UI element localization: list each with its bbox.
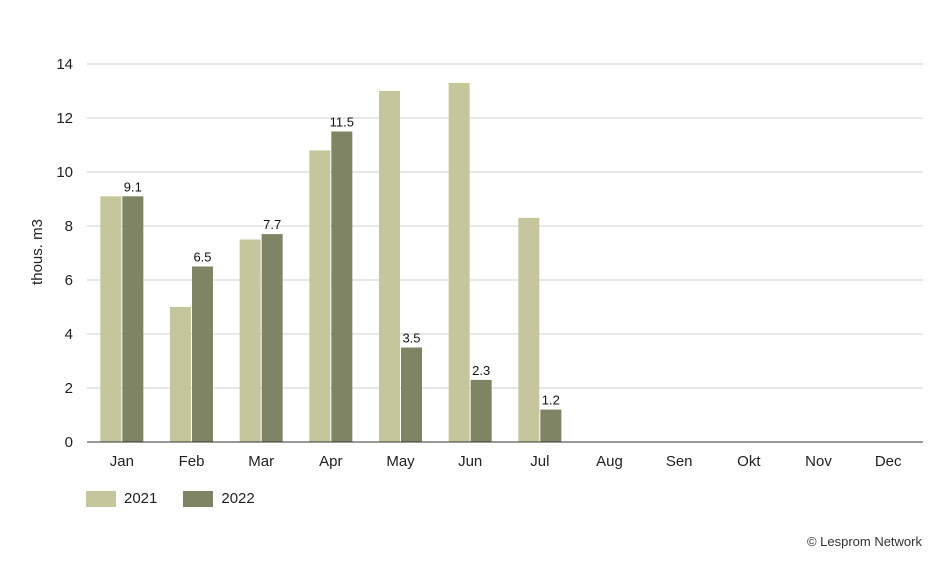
data-label-2022-may: 3.5 [402, 331, 420, 346]
bar-chart: 0 2 4 6 8 10 12 14 thous. m3 9.1 6.5 7.7 11.5 3.5 2.… [29, 56, 923, 470]
x-tick-label-aug: Aug [596, 453, 623, 470]
legend-label-2021: 2021 [124, 490, 158, 507]
y-tick-label-4: 4 [65, 326, 73, 343]
x-tick-label-jun: Jun [458, 453, 482, 470]
bar-2022-apr [331, 131, 353, 442]
x-tick-label-feb: Feb [179, 453, 205, 470]
bar-2021-feb [170, 307, 191, 442]
x-tick-label-nov: Nov [805, 453, 832, 470]
x-tick-label-mar: Mar [248, 453, 274, 470]
legend-item-2021: 2021 [86, 490, 157, 507]
grid-lines [87, 63, 923, 389]
legend-label-2022: 2022 [221, 490, 255, 507]
bar-2021-jul [518, 217, 540, 442]
legend: 2021 2022 [86, 490, 255, 507]
bar-2021-apr [309, 150, 331, 442]
x-tick-label-jan: Jan [110, 453, 134, 470]
data-label-2022-jun: 2.3 [472, 363, 490, 378]
bar-2021-jan [100, 196, 122, 442]
data-label-2022-mar: 7.7 [263, 217, 281, 232]
x-tick-label-okt: Okt [737, 453, 761, 470]
x-tick-label-may: May [386, 453, 415, 470]
y-tick-label-10: 10 [56, 164, 73, 181]
bar-2022-mar [261, 234, 283, 442]
bar-2021-jun [448, 82, 470, 443]
copyright-notice: © Lesprom Network [806, 534, 922, 549]
y-tick-label-8: 8 [65, 218, 73, 235]
x-axis-ticks: Jan Feb Mar Apr May Jun Jul Aug Sen Okt Nov Dec [110, 453, 902, 470]
legend-item-2022: 2022 [183, 490, 255, 507]
x-tick-label-sen: Sen [666, 453, 693, 470]
data-label-2022-apr: 11.5 [330, 115, 354, 130]
data-labels: 9.1 6.5 7.7 11.5 3.5 2.3 1.2 [124, 115, 560, 408]
bar-2021-may [379, 91, 400, 442]
legend-swatch-2021 [86, 490, 116, 507]
y-tick-label-2: 2 [65, 380, 73, 397]
data-label-2022-jul: 1.2 [542, 393, 560, 408]
y-axis-label: thous. m3 [29, 219, 46, 285]
bar-2022-feb [192, 266, 213, 442]
y-tick-label-6: 6 [65, 272, 73, 289]
data-label-2022-feb: 6.5 [193, 250, 211, 265]
x-tick-label-apr: Apr [319, 453, 342, 470]
y-tick-label-12: 12 [56, 110, 73, 127]
x-tick-label-dec: Dec [875, 453, 902, 470]
bar-2022-jun [470, 379, 492, 442]
y-axis-ticks: 0 2 4 6 8 10 12 14 [56, 56, 73, 451]
bar-2021-mar [239, 239, 261, 442]
x-tick-label-jul: Jul [530, 453, 549, 470]
y-tick-label-14: 14 [56, 56, 73, 73]
bar-2022-may [401, 347, 422, 442]
y-tick-label-0: 0 [65, 434, 73, 451]
bar-2022-jul [540, 409, 562, 442]
data-label-2022-jan: 9.1 [124, 179, 142, 194]
bar-2022-jan [122, 196, 144, 442]
legend-swatch-2022 [183, 490, 214, 507]
bars [100, 82, 562, 443]
